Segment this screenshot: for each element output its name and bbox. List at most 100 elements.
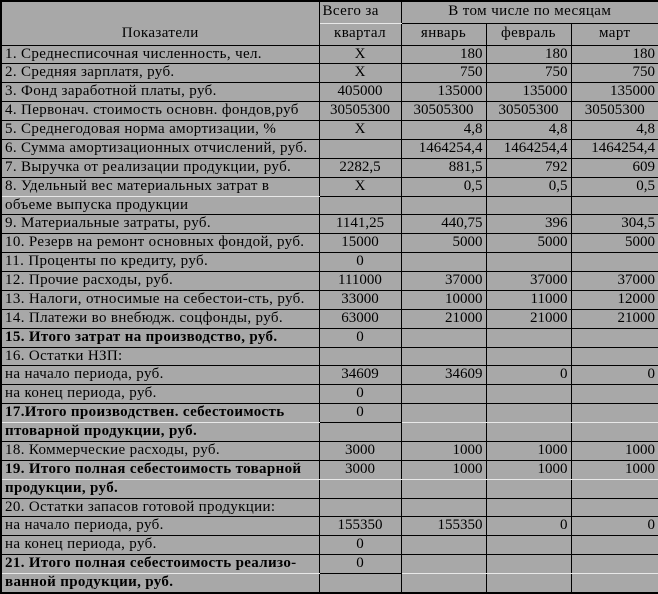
cell-month: 37000 [485, 271, 572, 291]
table-row: 5. Среднегодовая норма амортизации, % Х 4,… [0, 120, 658, 140]
table-row: ванной продукции, руб. [0, 573, 658, 594]
table-row: 16. Остатки НЗП: [0, 346, 658, 367]
row-label: 18. Коммерческие расходы, руб. [0, 440, 320, 461]
row-label: 8. Удельный вес материальных затрат в [0, 176, 320, 197]
cell-month: 1464254,4 [485, 138, 572, 159]
cell-month: 180 [485, 44, 572, 65]
cell-month: 1000 [485, 440, 572, 461]
cell-month: 30505300 [570, 101, 658, 121]
row-label: 20. Остатки запасов готовой продукции: [0, 497, 320, 518]
cell-month [485, 384, 572, 405]
cell-month [485, 422, 572, 442]
cell-month: 5000 [485, 233, 572, 254]
cell-month: 155350 [400, 516, 487, 537]
cell-month [485, 252, 572, 272]
cell-total [318, 422, 402, 442]
cell-month: 750 [485, 63, 572, 84]
table-row: 11. Проценты по кредиту, руб. 0 [0, 252, 658, 272]
row-label: 17.Итого производствен. себестоимость [0, 403, 320, 423]
row-label: 12. Прочие расходы, руб. [0, 271, 320, 291]
cell-month: 11000 [485, 289, 572, 310]
cell-month [485, 195, 572, 216]
cell-total: 0 [318, 327, 402, 348]
cell-month [400, 327, 487, 348]
cell-month: 881,5 [400, 157, 487, 178]
table-row: 4. Первонач. стоимость основн. фондов,ру… [0, 101, 658, 121]
cell-total: Х [318, 44, 402, 65]
cell-month: 1000 [400, 459, 487, 480]
cell-total: 0 [318, 554, 402, 574]
cell-month: 750 [570, 63, 658, 84]
row-label: ванной продукции, руб. [0, 573, 320, 594]
cell-month: 135000 [570, 82, 658, 103]
cell-month [570, 252, 658, 272]
cell-month: 21000 [570, 308, 658, 329]
cell-month [400, 535, 487, 556]
cell-total: 33000 [318, 289, 402, 310]
cell-month: 37000 [570, 271, 658, 291]
row-label: на конец периода, руб. [0, 384, 320, 405]
cell-total: 155350 [318, 516, 402, 537]
cell-month: 1000 [570, 459, 658, 480]
cell-total [318, 573, 402, 594]
table-row: 20. Остатки запасов готовой продукции: [0, 497, 658, 518]
cell-month: 396 [485, 214, 572, 235]
table-row: 7. Выручка от реализации продукции, руб.… [0, 157, 658, 178]
row-label: на начало периода, руб. [0, 516, 320, 537]
table-row: 2. Средняя зарплатя, руб. Х 750 750 750 [0, 63, 658, 84]
cell-total: 0 [318, 252, 402, 272]
cell-month [400, 384, 487, 405]
table-row: на конец периода, руб. 0 [0, 535, 658, 556]
cell-month: 10000 [400, 289, 487, 310]
cell-month: 135000 [485, 82, 572, 103]
cell-month: 180 [570, 44, 658, 65]
row-label: 1. Среднесписочная численность, чел. [0, 44, 320, 65]
cell-month [400, 403, 487, 423]
header-row-1: Показатели Всего за В том числе по месяц… [0, 0, 658, 46]
cell-month: 1464254,4 [400, 138, 487, 159]
cell-month [400, 497, 487, 518]
table-row: 18. Коммерческие расходы, руб. 3000 1000 10… [0, 440, 658, 461]
cell-month [570, 478, 658, 499]
cell-month: 4,8 [570, 120, 658, 140]
cell-month [570, 327, 658, 348]
row-label: 16. Остатки НЗП: [0, 346, 320, 367]
cell-month [485, 554, 572, 574]
header-months-group: В том числе по месяцам [400, 0, 658, 24]
cell-total: 34609 [318, 365, 402, 386]
cell-total: 2282,5 [318, 157, 402, 178]
table-row: 15. Итого затрат на производство, руб. 0 [0, 327, 658, 348]
table-body: 1. Среднесписочная численность, чел. Х 180… [0, 44, 658, 594]
table-row: на начало периода, руб. 34609 34609 0 0 [0, 365, 658, 386]
table-row: объеме выпуска продукции [0, 195, 658, 216]
table-row: 14. Платежи во внебюдж. соцфонды, руб. 63… [0, 308, 658, 329]
row-label: 3. Фонд заработной платы, руб. [0, 82, 320, 103]
cell-total [318, 346, 402, 367]
cell-month [485, 327, 572, 348]
cell-month: 440,75 [400, 214, 487, 235]
cell-month: 30505300 [400, 101, 487, 121]
row-label: 7. Выручка от реализации продукции, руб. [0, 157, 320, 178]
cell-month [570, 497, 658, 518]
table-row: продукции, руб. [0, 478, 658, 499]
table-row: 17.Итого производствен. себестоимость 0 [0, 403, 658, 423]
cell-month: 135000 [400, 82, 487, 103]
cell-total: 1141,25 [318, 214, 402, 235]
cell-month [400, 554, 487, 574]
cell-total: 0 [318, 535, 402, 556]
row-label: 21. Итого полная себестоимость реализо- [0, 554, 320, 574]
row-label: 13. Налоги, относимые на себестои-сть, р… [0, 289, 320, 310]
cell-month [570, 573, 658, 594]
cell-total: 63000 [318, 308, 402, 329]
table-row: на начало периода, руб. 155350 155350 0 0 [0, 516, 658, 537]
row-label: 4. Первонач. стоимость основн. фондов,ру… [0, 101, 320, 121]
cell-month [485, 573, 572, 594]
row-label: 10. Резерв на ремонт основных фондой, ру… [0, 233, 320, 254]
cell-month: 0 [570, 365, 658, 386]
row-label: продукции, руб. [0, 478, 320, 499]
row-label: 5. Среднегодовая норма амортизации, % [0, 120, 320, 140]
table-row: 3. Фонд заработной платы, руб. 405000 1350… [0, 82, 658, 103]
cell-month [570, 554, 658, 574]
table-row: 21. Итого полная себестоимость реализо- 0 [0, 554, 658, 574]
cell-month: 0 [485, 365, 572, 386]
